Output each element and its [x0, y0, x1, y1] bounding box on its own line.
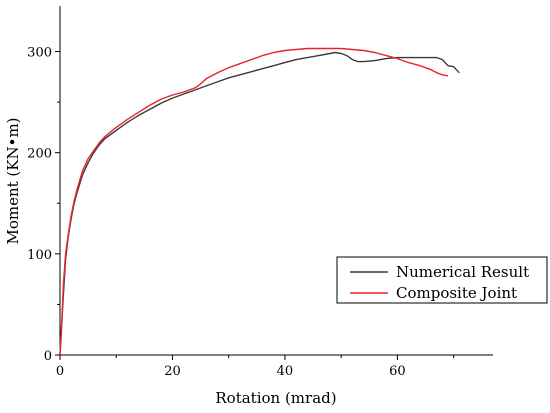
x-tick-label: 40	[277, 364, 294, 379]
legend-label: Composite Joint	[396, 284, 517, 302]
x-axis-title: Rotation (mrad)	[215, 389, 336, 407]
y-tick-label: 0	[44, 349, 52, 364]
x-tick-label: 20	[164, 364, 181, 379]
legend-label: Numerical Result	[396, 263, 529, 281]
y-tick-label: 100	[27, 248, 52, 263]
series-layer	[59, 47, 460, 356]
series-line-composite-joint	[59, 47, 449, 356]
x-tick-label: 0	[56, 364, 64, 379]
legend-box	[336, 256, 548, 304]
axes	[59, 6, 493, 356]
tick-layer: 0 20 40 60 0 100 200 300	[27, 46, 455, 379]
y-tick-label: 200	[27, 147, 52, 162]
y-tick-label: 300	[27, 46, 52, 61]
x-tick-label: 60	[389, 364, 406, 379]
series-line-numerical-result	[59, 51, 460, 356]
y-axis-title: Moment (KN•m)	[4, 117, 22, 244]
legend: Numerical Result Composite Joint	[336, 256, 548, 304]
